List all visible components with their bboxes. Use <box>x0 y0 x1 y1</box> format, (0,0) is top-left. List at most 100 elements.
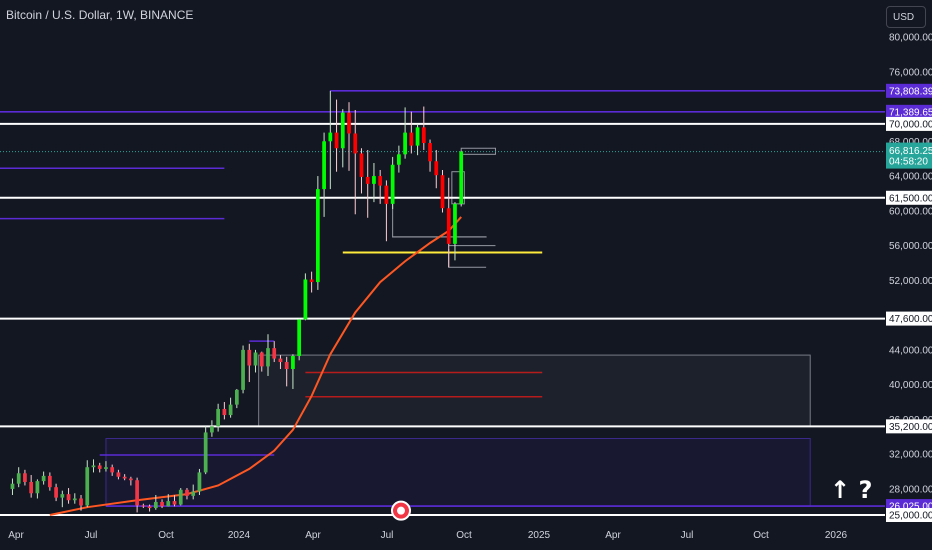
candle-body <box>166 501 171 507</box>
candle-body <box>291 355 295 369</box>
candle-body <box>85 467 90 506</box>
candle-body <box>372 176 376 184</box>
candle-body <box>110 467 115 473</box>
candle-body <box>272 348 277 359</box>
x-tick-label: Oct <box>753 530 769 541</box>
candle-body <box>409 132 414 146</box>
candle-body <box>191 491 196 496</box>
candle-body <box>47 475 52 488</box>
x-tick-label: Jul <box>85 530 98 541</box>
candle-body <box>390 164 395 204</box>
candle-body <box>259 352 264 367</box>
candle-body <box>141 505 146 507</box>
candle-body <box>160 501 164 507</box>
price-badge-label: 47,600.00 <box>889 314 932 325</box>
candle-body <box>104 467 108 469</box>
y-tick-label: 68,000.00 <box>889 137 932 148</box>
candle-body <box>228 404 233 416</box>
candle-body <box>234 389 239 405</box>
currency-button[interactable]: USD <box>886 6 926 28</box>
y-tick-label: 76,000.00 <box>889 67 932 78</box>
y-tick-label: 56,000.00 <box>889 241 932 252</box>
candle-body <box>116 472 121 477</box>
y-tick-label: 64,000.00 <box>889 172 932 183</box>
y-tick-label: 28,000.00 <box>889 484 932 495</box>
candle-body <box>172 501 177 505</box>
candle-body <box>97 465 102 469</box>
candle-body <box>66 494 71 501</box>
zone-box-upper <box>258 354 811 427</box>
candle-body <box>79 498 83 506</box>
candle-body <box>322 141 326 190</box>
candle-body <box>266 348 270 367</box>
price-badge <box>886 190 932 205</box>
candle-body <box>23 473 27 482</box>
price-badge <box>886 104 932 119</box>
candle-body <box>347 112 351 134</box>
candle-body <box>278 358 283 363</box>
symbol-title: Bitcoin / U.S. Dollar, 1W, BINANCE <box>6 8 194 22</box>
x-tick-label: Apr <box>8 530 24 541</box>
candle-body <box>403 132 407 155</box>
candle-body <box>328 132 333 142</box>
candle-body <box>197 472 202 492</box>
candle-body <box>453 203 457 244</box>
candle-body <box>284 362 289 369</box>
range-box <box>451 171 465 205</box>
candle-body <box>303 279 308 320</box>
candle-body <box>129 478 133 481</box>
candle-body <box>122 476 127 479</box>
ema-line <box>49 216 462 516</box>
y-tick-label: 80,000.00 <box>889 33 932 44</box>
price-badge-label: 70,000.00 <box>889 119 932 130</box>
candle-body <box>297 319 302 356</box>
zone-box-lower <box>105 438 811 507</box>
candle-body <box>384 185 389 204</box>
y-tick-label: 32,000.00 <box>889 450 932 461</box>
candle-body <box>378 176 383 186</box>
y-tick-label: 40,000.00 <box>889 380 932 391</box>
candle-body <box>415 127 420 146</box>
price-badge-label: 26,025.00 <box>889 502 932 513</box>
x-tick-label: 2025 <box>528 530 551 541</box>
candle-body <box>222 408 227 416</box>
candle-body <box>60 494 65 498</box>
candle-body <box>72 498 77 501</box>
price-badge <box>886 419 932 434</box>
candle-body <box>247 349 252 366</box>
current-price-label: 66,816.25 <box>889 146 932 157</box>
candle-body <box>353 133 358 154</box>
candle-body <box>203 432 208 473</box>
x-tick-label: Oct <box>158 530 174 541</box>
range-marker <box>392 167 487 238</box>
candle-body <box>216 408 221 427</box>
y-tick-label: 52,000.00 <box>889 276 932 287</box>
candle-body <box>334 132 339 149</box>
candle-body <box>359 153 364 177</box>
candle-body <box>153 501 158 509</box>
price-badge-label: 73,808.39 <box>889 86 932 97</box>
candle-body <box>178 489 183 505</box>
annotation-arrow-question: ↑ ? <box>830 476 872 504</box>
price-badge-label: 35,200.00 <box>889 422 932 433</box>
price-badge <box>886 311 932 326</box>
x-tick-label: 2024 <box>228 530 251 541</box>
price-badge-label: 61,500.00 <box>889 193 932 204</box>
candle-body <box>428 143 432 162</box>
candle-body <box>434 161 439 176</box>
candle-body <box>309 279 314 283</box>
candle-body <box>397 154 401 165</box>
price-badge <box>886 508 932 522</box>
candle-body <box>210 426 214 433</box>
candle-body <box>446 208 451 244</box>
candle-body <box>421 127 426 144</box>
candle-body <box>147 506 152 509</box>
price-badge-label: 25,000.00 <box>889 511 932 522</box>
candle-body <box>315 189 320 283</box>
candle-body <box>16 473 21 484</box>
candle-body <box>253 352 258 366</box>
price-badge <box>886 116 932 131</box>
y-tick-label: 44,000.00 <box>889 345 932 356</box>
